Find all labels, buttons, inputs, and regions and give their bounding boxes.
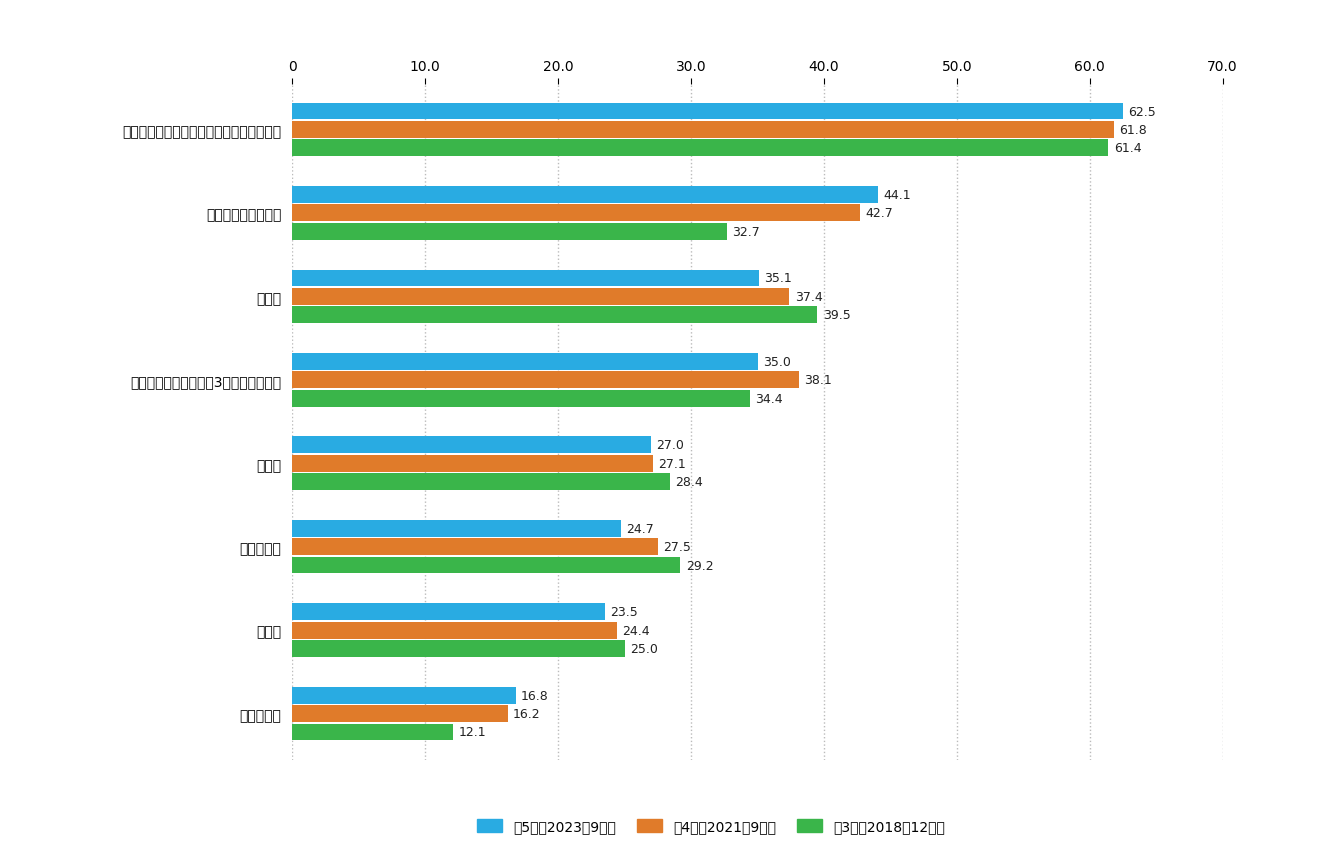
Text: 37.4: 37.4 [795, 290, 823, 304]
Bar [292, 354, 758, 371]
Bar [292, 205, 860, 222]
Bar [292, 706, 508, 722]
Bar [292, 104, 1123, 121]
Text: 35.1: 35.1 [764, 272, 792, 285]
Bar [292, 538, 658, 555]
Bar [292, 307, 817, 324]
Text: 34.4: 34.4 [755, 392, 783, 405]
Text: 27.5: 27.5 [663, 540, 691, 554]
Text: 39.5: 39.5 [823, 309, 851, 322]
Bar [292, 473, 670, 490]
Text: 【図表4】自宅で飲むお酒の種類（複数回答可）※ノンアルコールを除く: 【図表4】自宅で飲むお酒の種類（複数回答可）※ノンアルコールを除く [16, 24, 413, 43]
Text: 23.5: 23.5 [610, 605, 638, 619]
Text: 62.5: 62.5 [1128, 106, 1156, 118]
Text: 25.0: 25.0 [630, 642, 658, 655]
Bar [292, 455, 653, 472]
Bar [292, 289, 789, 306]
Text: 28.4: 28.4 [675, 475, 703, 489]
Bar [292, 187, 878, 203]
Bar [292, 437, 651, 454]
Bar [292, 520, 621, 537]
Bar [292, 140, 1108, 157]
Bar [292, 557, 680, 574]
Text: 27.0: 27.0 [657, 439, 684, 452]
Bar [292, 641, 625, 657]
Bar [292, 723, 453, 740]
Text: 24.4: 24.4 [622, 624, 650, 637]
Text: 16.2: 16.2 [513, 707, 541, 720]
Bar [292, 270, 759, 287]
Text: 35.0: 35.0 [763, 355, 791, 369]
Bar [292, 224, 727, 241]
Bar [292, 687, 516, 704]
Text: 29.2: 29.2 [686, 559, 714, 572]
Bar [292, 372, 799, 389]
Text: 61.4: 61.4 [1114, 142, 1142, 155]
Text: 32.7: 32.7 [732, 225, 760, 239]
Text: 42.7: 42.7 [865, 207, 893, 220]
Text: 44.1: 44.1 [884, 189, 912, 202]
Text: 16.8: 16.8 [521, 689, 549, 702]
Legend: 第5回（2023年9月）, 第4回（2021年9月）, 第3回（2018年12月）: 第5回（2023年9月）, 第4回（2021年9月）, 第3回（2018年12月… [472, 814, 950, 839]
Bar [292, 390, 750, 407]
Text: 61.8: 61.8 [1119, 124, 1147, 137]
Bar [292, 603, 605, 620]
Text: 27.1: 27.1 [658, 457, 686, 470]
Text: 24.7: 24.7 [626, 522, 654, 535]
Bar [292, 622, 617, 639]
Text: 38.1: 38.1 [804, 374, 832, 387]
Bar [292, 122, 1114, 138]
Text: 12.1: 12.1 [459, 726, 486, 738]
